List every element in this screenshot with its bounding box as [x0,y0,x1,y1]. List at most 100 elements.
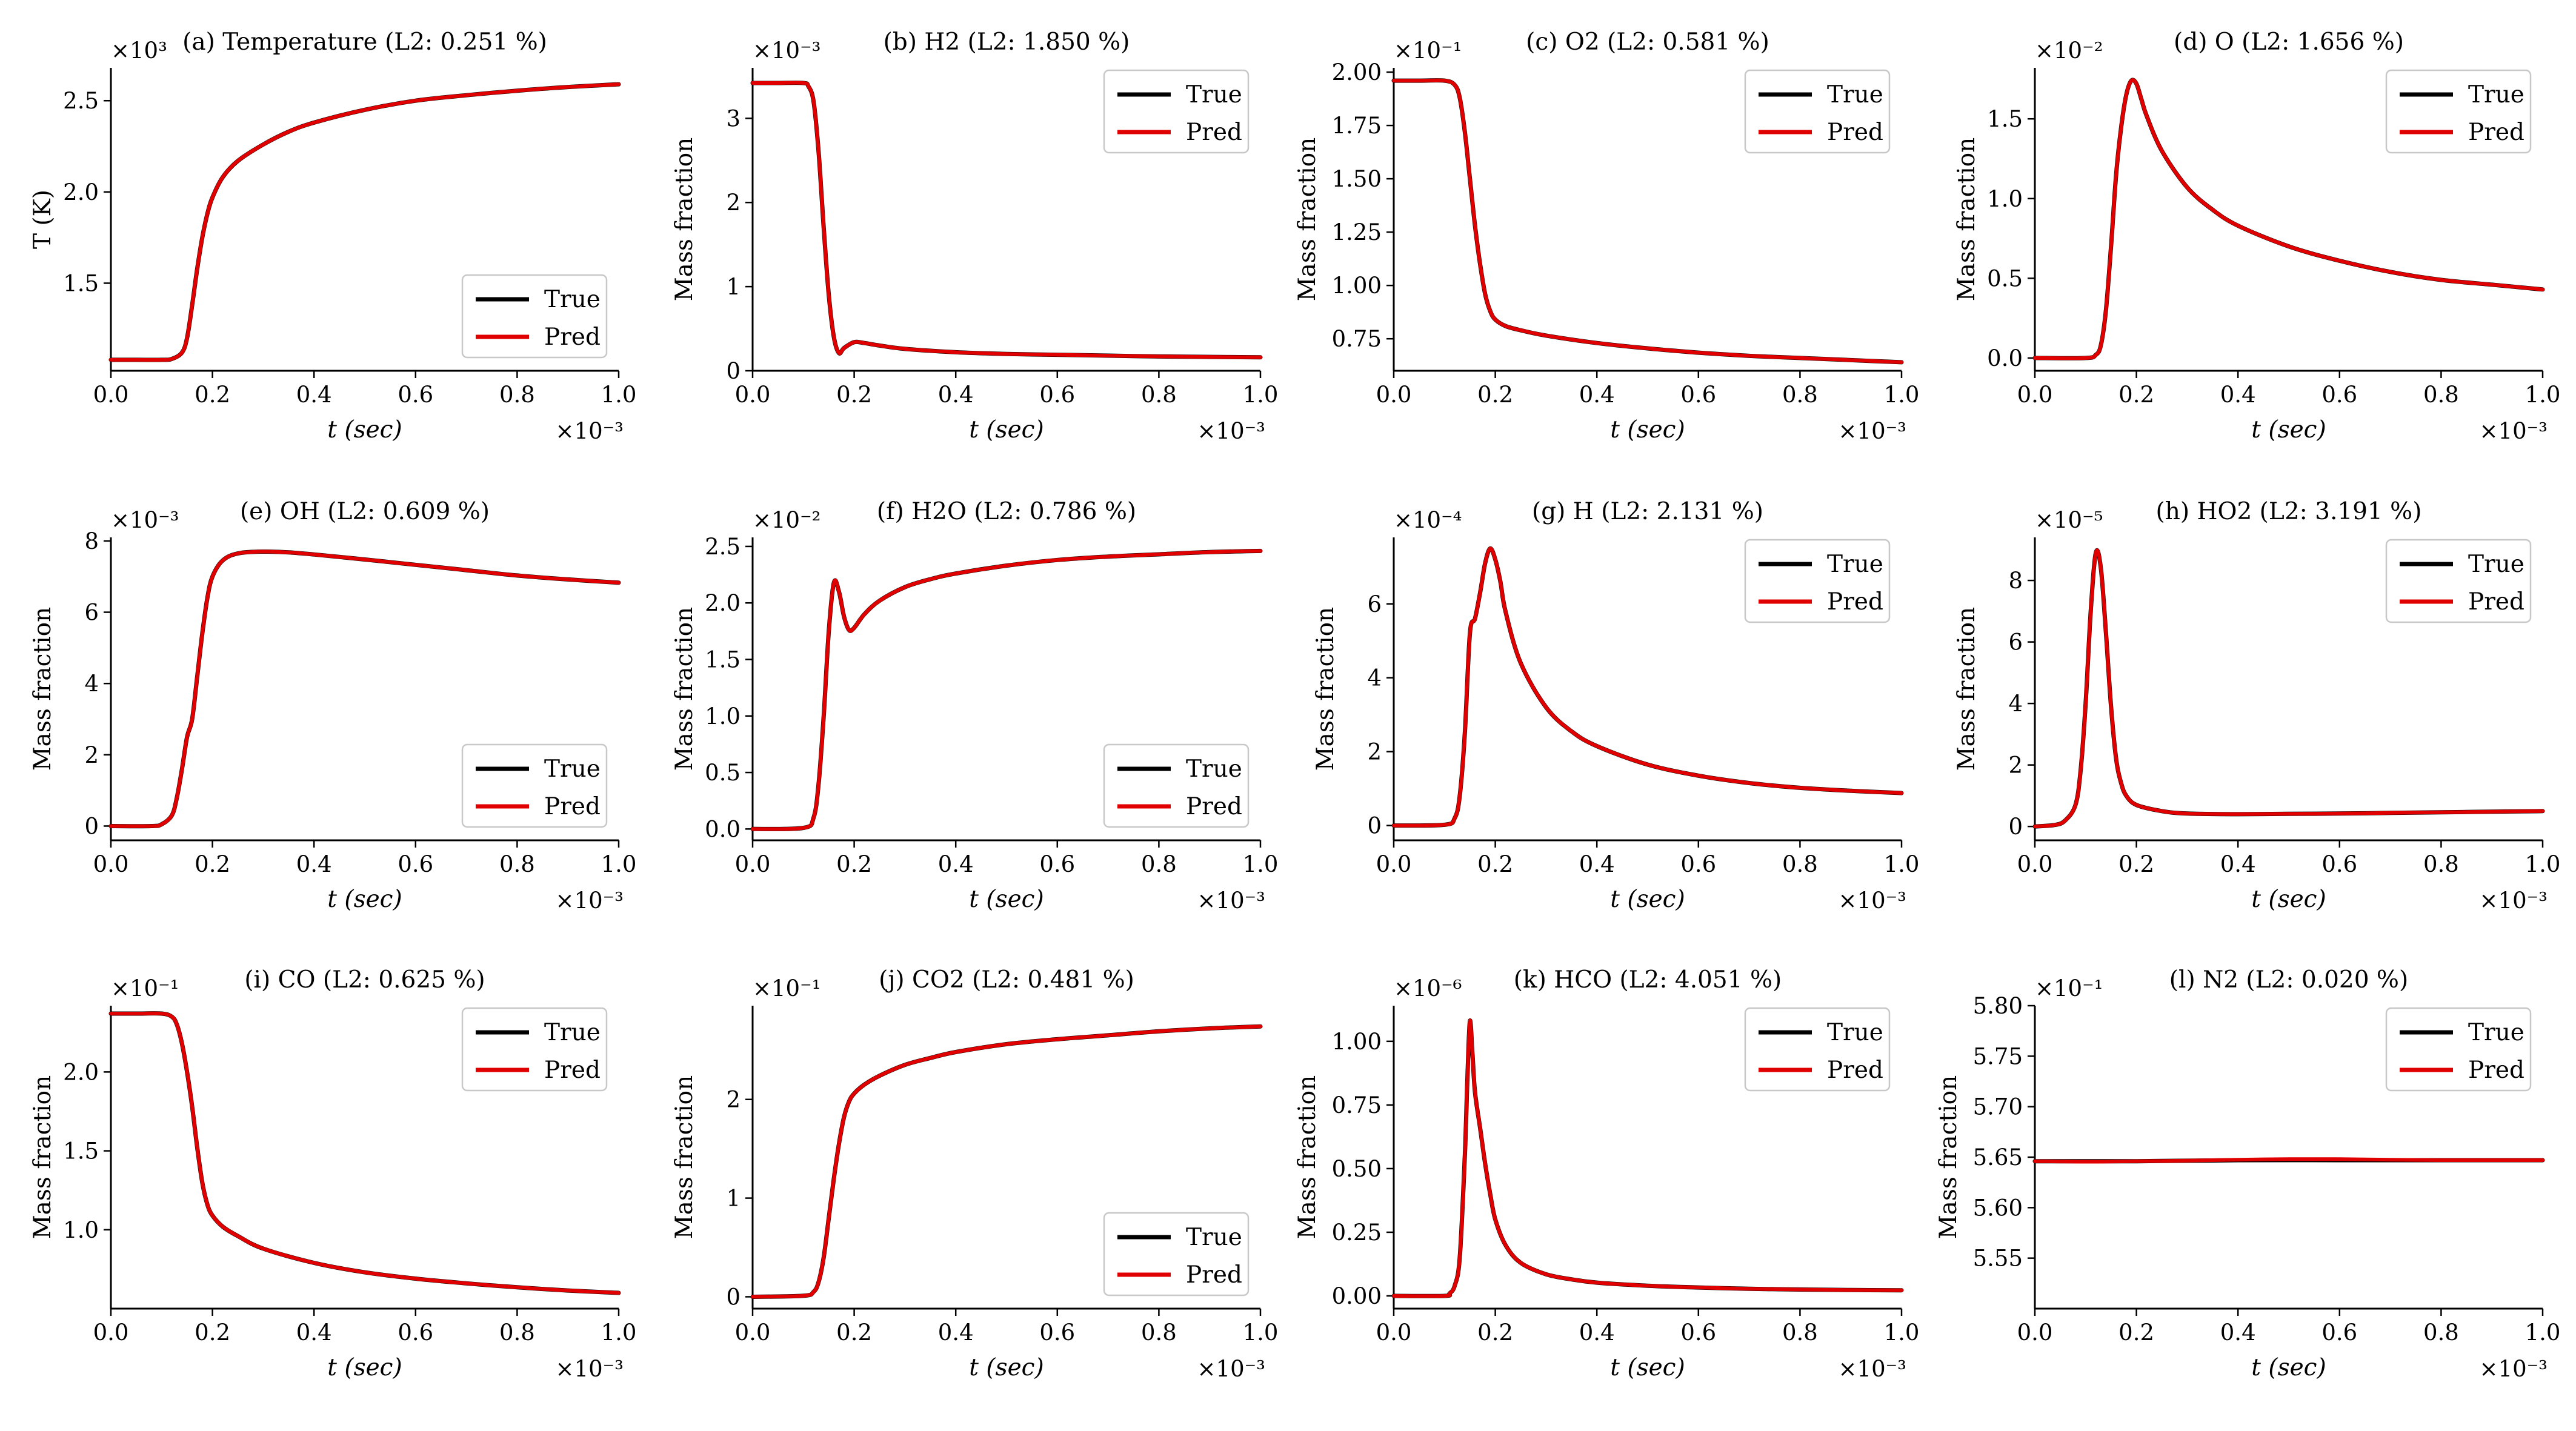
panel-2: 0.0 0.2 0.4 0.6 0.8 1.0 0 1 2 3 t (sec) Mass fracti… [671,28,1278,444]
panel-10: 0.0 0.2 0.4 0.6 0.8 1.0 0 1 2 t (sec) Mass fractio… [671,966,1278,1382]
panel-title: (b) H2 (L2: 1.850 %) [884,28,1130,56]
y-tick-label: 0.00 [1332,1283,1382,1309]
series-line-pred [751,1024,1262,1299]
y-multiplier: ×10⁻³ [753,38,820,64]
x-tick-label: 0.2 [195,1320,230,1346]
x-tick-label: 0.0 [93,382,129,408]
x-multiplier: ×10⁻³ [1839,1356,1906,1382]
legend-label-true: True [1827,81,1883,108]
panel-11: 0.0 0.2 0.4 0.6 0.8 1.0 0.00 0.25 0.50 0.75 1.00 t … [1294,966,1919,1382]
y-tick-label: 0 [726,358,741,384]
y-tick-label: 6 [1367,591,1382,617]
series-line-pred [109,82,621,362]
x-tick-label: 0.0 [2017,851,2053,877]
x-tick-label: 1.0 [2525,851,2561,877]
y-tick-label: 1.50 [1332,166,1382,192]
x-tick-label: 0.8 [1141,1320,1177,1346]
legend-label-true: True [544,1019,601,1046]
y-tick-label: 0.0 [705,816,741,842]
y-tick-label: 2 [1367,739,1382,765]
panel-3: 0.0 0.2 0.4 0.6 0.8 1.0 0.75 1.00 1.25 1.50 1.75 2.… [1294,28,1919,444]
x-tick-label: 0.0 [2017,382,2053,408]
y-axis-label: Mass fraction [29,1075,56,1240]
x-tick-label: 0.2 [836,1320,872,1346]
legend-label-true: True [1827,551,1883,578]
y-tick-label: 2.00 [1332,59,1382,85]
y-axis-label: Mass fraction [1935,1075,1962,1240]
y-tick-label: 8 [84,528,99,554]
x-axis-label: t (sec) [327,416,402,443]
y-axis-label: Mass fraction [29,607,56,771]
y-tick-label: 5.65 [1973,1144,2023,1170]
x-tick-label: 0.8 [1782,1320,1818,1346]
x-tick-label: 0.4 [938,851,974,877]
x-tick-label: 0.8 [2423,1320,2459,1346]
x-tick-label: 0.6 [2321,382,2357,408]
y-tick-label: 1.75 [1332,113,1382,139]
y-tick-label: 5.75 [1973,1043,2023,1069]
series-line-pred [1392,1018,1903,1298]
x-tick-label: 0.6 [1680,382,1716,408]
x-axis-label: t (sec) [969,416,1043,443]
y-tick-label: 5.60 [1973,1195,2023,1221]
x-tick-label: 0.8 [1782,382,1818,408]
x-tick-label: 0.0 [93,851,129,877]
y-tick-label: 0 [2008,814,2023,840]
legend-label-pred: Pred [1186,1261,1242,1289]
series-line-pred [1392,78,1903,364]
x-multiplier: ×10⁻³ [1839,888,1906,914]
y-tick-label: 5.80 [1973,993,2023,1019]
x-multiplier: ×10⁻³ [1839,418,1906,444]
x-tick-label: 0.2 [195,382,230,408]
y-tick-label: 2 [84,742,99,768]
x-tick-label: 1.0 [2525,382,2561,408]
y-tick-label: 1.25 [1332,219,1382,245]
y-tick-label: 1.5 [63,270,99,296]
x-tick-label: 0.2 [836,851,872,877]
x-tick-label: 0.8 [1141,851,1177,877]
x-tick-label: 1.0 [1243,382,1279,408]
x-tick-label: 0.8 [499,851,535,877]
panel-1: 0.0 0.2 0.4 0.6 0.8 1.0 1.5 2.0 2.5 t (sec) T (K) ×… [29,28,636,444]
y-tick-label: 6 [84,600,99,626]
series-line-pred [109,1011,621,1295]
legend-label-true: True [1827,1019,1883,1046]
legend-label-true: True [1186,81,1242,108]
x-tick-label: 0.2 [195,851,230,877]
x-tick-label: 0.2 [2118,382,2154,408]
y-tick-label: 2.0 [705,590,741,616]
x-tick-label: 0.4 [1579,1320,1615,1346]
y-tick-label: 1.0 [63,1217,99,1243]
y-tick-label: 5.70 [1973,1094,2023,1120]
x-tick-label: 1.0 [601,1320,637,1346]
y-tick-label: 0.75 [1332,326,1382,352]
x-tick-label: 0.6 [1680,851,1716,877]
panel-title: (c) O2 (L2: 0.581 %) [1526,28,1769,56]
legend-label-true: True [544,755,601,783]
y-tick-label: 2.5 [63,88,99,114]
x-tick-label: 0.8 [499,1320,535,1346]
y-tick-label: 1.0 [705,703,741,729]
x-tick-label: 0.4 [938,1320,974,1346]
y-tick-label: 0.5 [705,760,741,786]
panel-title: (k) HCO (L2: 4.051 %) [1514,966,1782,994]
legend-label-pred: Pred [1186,793,1242,820]
x-tick-label: 0.8 [499,382,535,408]
x-tick-label: 1.0 [2525,1320,2561,1346]
x-tick-label: 0.2 [2118,851,2154,877]
series-line-pred [751,549,1262,831]
x-tick-label: 0.2 [2118,1320,2154,1346]
x-tick-label: 0.0 [93,1320,129,1346]
x-tick-label: 1.0 [1884,851,1920,877]
x-tick-label: 0.6 [1039,851,1075,877]
panel-title: (d) O (L2: 1.656 %) [2174,28,2404,56]
x-tick-label: 0.6 [398,1320,433,1346]
x-tick-label: 0.4 [1579,382,1615,408]
x-axis-label: t (sec) [969,1354,1043,1381]
y-tick-label: 2 [726,1087,741,1113]
y-tick-label: 2.0 [63,1059,99,1085]
x-tick-label: 0.6 [1680,1320,1716,1346]
y-tick-label: 1.0 [1987,186,2023,212]
y-tick-label: 4 [2008,691,2023,717]
legend-label-pred: Pred [2468,1057,2524,1084]
